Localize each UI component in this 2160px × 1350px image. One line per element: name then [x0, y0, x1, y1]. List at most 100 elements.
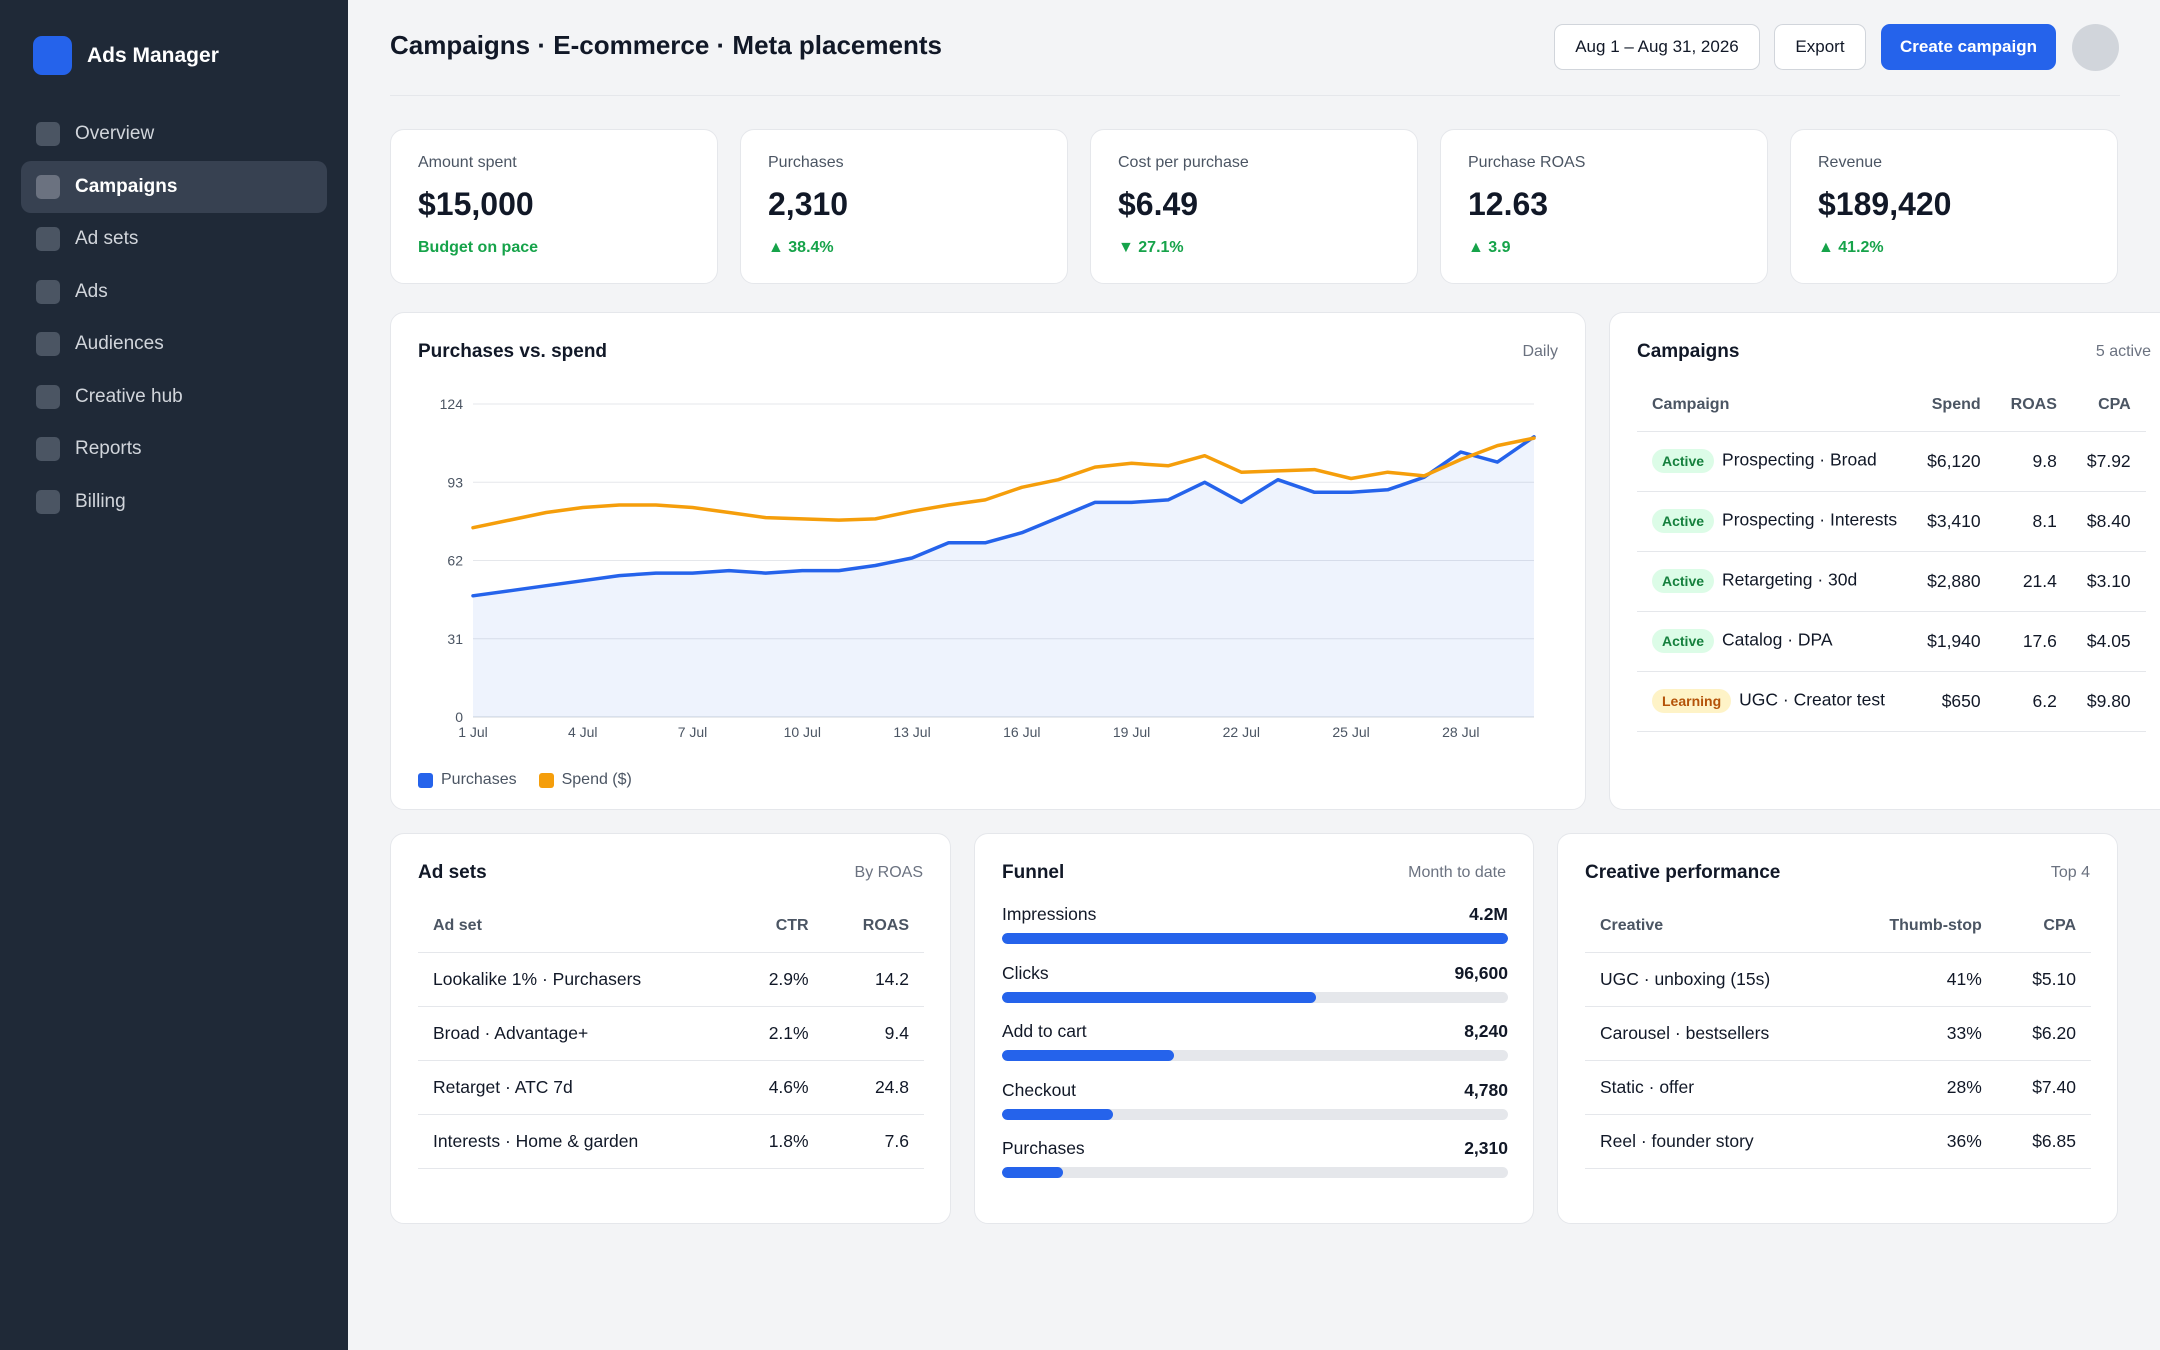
- kpi-card-purchases: Purchases 2,310 ▲ 38.4%: [740, 129, 1068, 284]
- col-spend[interactable]: Spend: [1912, 379, 1996, 432]
- cpa-cell: $5.10: [1996, 952, 2091, 1007]
- col-roas[interactable]: ROAS: [1995, 379, 2072, 432]
- roas-cell: 8.1: [1995, 491, 2072, 552]
- campaign-name[interactable]: Catalog · DPA: [1722, 629, 1833, 650]
- sidebar-item-label: Billing: [75, 490, 126, 512]
- table-row[interactable]: UGC · unboxing (15s) 41% $5.10: [1585, 952, 2091, 1007]
- cpa-cell: $6.20: [1996, 1006, 2091, 1061]
- ad-set-name: Broad · Advantage+: [418, 1006, 732, 1061]
- sidebar-item-campaigns[interactable]: Campaigns: [21, 160, 327, 213]
- table-row[interactable]: Carousel · bestsellers 33% $6.20: [1585, 1006, 2091, 1061]
- table-row[interactable]: Interests · Home & garden 1.8% 7.6: [418, 1114, 924, 1169]
- cpa-cell: $3.10: [2071, 551, 2146, 612]
- x-tick-label: 1 Jul: [458, 724, 488, 740]
- export-button[interactable]: Export: [1774, 24, 1866, 70]
- funnel-bar-fill: [1002, 933, 1508, 944]
- sidebar-item-label: Ads: [75, 280, 108, 302]
- ad-sets-sort[interactable]: By ROAS: [854, 864, 923, 881]
- col-cpa[interactable]: CPA: [1996, 900, 2091, 953]
- table-row[interactable]: Broad · Advantage+ 2.1% 9.4: [418, 1006, 924, 1061]
- col-ad-set[interactable]: Ad set: [418, 900, 732, 953]
- funnel-title: Funnel: [1002, 862, 1065, 883]
- kpi-label: Cost per purchase: [1118, 154, 1249, 171]
- campaign-name[interactable]: Prospecting · Interests: [1722, 509, 1898, 530]
- funnel-step-label: Clicks: [1002, 963, 1049, 983]
- funnel-bar-fill: [1002, 992, 1316, 1003]
- sidebar-item-label: Reports: [75, 438, 142, 459]
- sidebar-item-label: Ad sets: [75, 228, 139, 249]
- legend-swatch: [418, 772, 433, 788]
- table-row[interactable]: Active Prospecting · Broad $6,120 9.8 $7.…: [1637, 431, 2146, 492]
- cpa-cell: $7.40: [1996, 1060, 2091, 1115]
- kpi-value: $189,420: [1818, 186, 1952, 222]
- legend-item-spend[interactable]: Spend ($): [538, 771, 632, 789]
- status-badge: Active: [1652, 569, 1715, 593]
- ad-sets-icon: [36, 227, 60, 251]
- sidebar-item-creative-hub[interactable]: Creative hub: [21, 371, 327, 423]
- kpi-delta: ▲ 38.4%: [768, 239, 834, 256]
- sidebar-item-billing[interactable]: Billing: [21, 476, 327, 528]
- col-campaign[interactable]: Campaign: [1637, 379, 1913, 432]
- funnel-period[interactable]: Month to date: [1408, 864, 1506, 881]
- creative-name: UGC · unboxing (15s): [1585, 952, 1841, 1007]
- table-row[interactable]: Learning UGC · Creator test $650 6.2 $9.8…: [1637, 671, 2146, 732]
- legend-item-purchases[interactable]: Purchases: [418, 771, 517, 789]
- x-tick-label: 28 Jul: [1442, 724, 1479, 740]
- legend-label: Spend ($): [561, 771, 632, 788]
- table-row[interactable]: Active Catalog · DPA $1,940 17.6 $4.05: [1637, 611, 2146, 672]
- funnel-step-label: Add to cart: [1002, 1021, 1087, 1041]
- sidebar-item-reports[interactable]: Reports: [21, 423, 327, 475]
- campaign-name[interactable]: Prospecting · Broad: [1722, 449, 1877, 470]
- brand[interactable]: Ads Manager: [33, 36, 219, 75]
- creative-table: Creative Thumb-stop CPA UGC · unboxing (…: [1585, 900, 2091, 1169]
- spend-cell: $650: [1912, 671, 1996, 732]
- sidebar-item-audiences[interactable]: Audiences: [21, 318, 327, 370]
- creative-hub-icon: [36, 384, 60, 409]
- creative-top-count: Top 4: [2050, 864, 2090, 881]
- avatar[interactable]: [2072, 24, 2119, 71]
- kpi-label: Purchase ROAS: [1468, 154, 1586, 171]
- date-range-button[interactable]: Aug 1 – Aug 31, 2026: [1554, 24, 1760, 70]
- roas-cell: 21.4: [1995, 551, 2072, 612]
- col-thumb-stop[interactable]: Thumb-stop: [1840, 900, 1997, 953]
- table-header-row: Campaign Spend ROAS CPA: [1637, 379, 2146, 432]
- col-creative[interactable]: Creative: [1585, 900, 1841, 953]
- table-row[interactable]: Retarget · ATC 7d 4.6% 24.8: [418, 1060, 924, 1115]
- sidebar-item-overview[interactable]: Overview: [21, 108, 327, 160]
- reports-icon: [36, 437, 60, 461]
- sidebar-item-ad-sets[interactable]: Ad sets: [21, 213, 327, 265]
- ctr-cell: 4.6%: [731, 1060, 824, 1115]
- col-cpa[interactable]: CPA: [2071, 379, 2146, 432]
- creative-performance-card: Creative performance Top 4 Creative Thum…: [1557, 833, 2118, 1224]
- thumb-stop-cell: 36%: [1840, 1114, 1997, 1169]
- chart-granularity[interactable]: Daily: [1522, 343, 1558, 360]
- col-roas[interactable]: ROAS: [823, 900, 924, 953]
- chart-legend: Purchases Spend ($): [418, 771, 632, 789]
- thumb-stop-cell: 33%: [1840, 1006, 1997, 1061]
- campaign-cell: Active Prospecting · Interests: [1637, 491, 1913, 552]
- funnel-step-value: 96,600: [1454, 963, 1508, 983]
- thumb-stop-cell: 28%: [1840, 1060, 1997, 1115]
- table-row[interactable]: Static · offer 28% $7.40: [1585, 1060, 2091, 1115]
- roas-cell: 9.4: [823, 1006, 924, 1061]
- series-line-purchases: [471, 435, 1536, 598]
- table-row[interactable]: Active Retargeting · 30d $2,880 21.4 $3.1…: [1637, 551, 2146, 612]
- funnel-step-label: Purchases: [1002, 1138, 1085, 1158]
- campaign-name[interactable]: Retargeting · 30d: [1722, 569, 1858, 590]
- ads-icon: [36, 279, 60, 304]
- funnel-step-checkout: Checkout 4,780: [1002, 1080, 1508, 1120]
- funnel-bar-fill: [1002, 1167, 1063, 1178]
- table-row[interactable]: Reel · founder story 36% $6.85: [1585, 1114, 2091, 1169]
- funnel-step-impressions: Impressions 4.2M: [1002, 904, 1508, 944]
- table-row[interactable]: Active Prospecting · Interests $3,410 8.1…: [1637, 491, 2146, 552]
- sidebar-item-ads[interactable]: Ads: [21, 266, 327, 318]
- create-campaign-button[interactable]: Create campaign: [1881, 24, 2056, 70]
- campaign-name[interactable]: UGC · Creator test: [1739, 689, 1885, 710]
- status-badge: Active: [1652, 629, 1715, 653]
- table-row[interactable]: Lookalike 1% · Purchasers 2.9% 14.2: [418, 952, 924, 1007]
- ad-set-name: Retarget · ATC 7d: [418, 1060, 732, 1115]
- status-badge: Active: [1652, 509, 1715, 533]
- col-ctr[interactable]: CTR: [731, 900, 824, 953]
- legend-swatch: [538, 772, 554, 788]
- funnel-bar-track: [1002, 933, 1508, 944]
